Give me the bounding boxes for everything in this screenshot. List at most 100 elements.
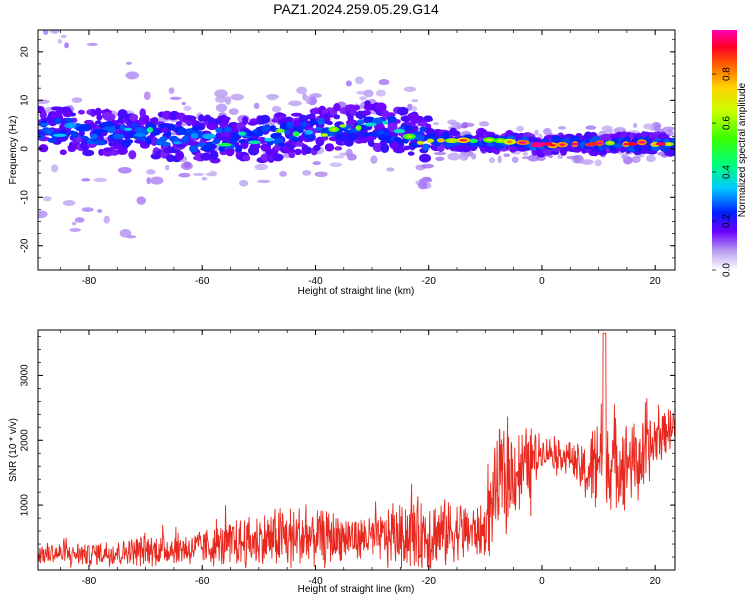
- spectrogram-haze-blob: [305, 95, 311, 105]
- spectrogram-haze-blob: [329, 162, 343, 167]
- snr-x-tick-label: -80: [82, 576, 97, 587]
- spectrogram-haze-blob: [411, 99, 419, 103]
- spectrogram-core-blob: [385, 135, 393, 144]
- spectrogram-core-blob: [184, 132, 192, 138]
- spectrogram-peak-blob: [469, 138, 478, 144]
- snr-y-tick-label: 2000: [20, 429, 31, 452]
- spectrogram-x-tick-label: -20: [421, 276, 436, 287]
- colorbar-tick-label: 0.8: [722, 67, 733, 81]
- spectrogram-violet-blob: [423, 115, 433, 121]
- snr-x-label: Height of straight line (km): [298, 584, 415, 595]
- snr-y-tick-label: 1000: [20, 494, 31, 517]
- spectrogram-violet-blob: [380, 143, 390, 153]
- spectrogram-haze-blob: [119, 229, 132, 238]
- spectrogram-haze-blob: [503, 153, 511, 157]
- spectrogram-peak-blob: [159, 136, 168, 143]
- spectrogram-haze-blob: [215, 95, 228, 103]
- spectrogram-core-blob: [412, 131, 423, 136]
- spectrogram-core-blob: [335, 134, 347, 141]
- spectrogram-haze-blob: [136, 196, 147, 205]
- spectrogram-haze-blob: [594, 159, 602, 167]
- spectrogram-core-blob: [291, 137, 300, 142]
- spectrogram-violet-blob: [225, 146, 235, 157]
- spectrogram-core-blob: [671, 137, 675, 142]
- colorbar-tick-label: 0.2: [722, 214, 733, 228]
- spectrogram-peak-blob: [542, 142, 553, 146]
- spectrogram-peak-blob: [627, 142, 638, 146]
- spectrogram-core-blob: [383, 130, 390, 137]
- spectrogram-core-blob: [296, 125, 306, 130]
- spectrogram-core-blob: [286, 121, 294, 129]
- spectrogram-haze-blob: [93, 177, 108, 183]
- spectrogram-haze-blob: [417, 180, 428, 190]
- spectrogram-violet-blob: [419, 153, 432, 163]
- spectrogram-core-blob: [612, 143, 624, 148]
- spectrogram-core-blob: [633, 144, 643, 152]
- spectrogram-peak-blob: [52, 133, 67, 137]
- spectrogram-peak-blob: [655, 142, 666, 146]
- spectrogram-core-blob: [422, 143, 430, 151]
- spectrogram-haze-blob: [521, 156, 533, 160]
- spectrogram-core-blob: [131, 122, 138, 128]
- spectrogram-y-ticks: 20 10 0 -10 -20: [20, 39, 675, 271]
- spectrogram-haze-blob: [214, 89, 228, 98]
- spectrogram-haze-blob: [557, 126, 567, 130]
- spectrogram-core-blob: [464, 134, 473, 139]
- spectrogram-haze-blob: [193, 172, 204, 176]
- spectrogram-haze-blob: [314, 171, 328, 178]
- spectrogram-core-blob: [346, 132, 358, 141]
- spectrogram-core-blob: [356, 119, 365, 125]
- spectrogram-violet-blob: [129, 113, 139, 122]
- colorbar-label: Normalized spectral amplitude: [737, 82, 748, 217]
- spectrogram-violet-blob: [59, 149, 67, 156]
- spectrogram-peak-blob: [339, 124, 346, 128]
- spectrogram-core-blob: [270, 132, 282, 140]
- spectrogram-haze-blob: [117, 167, 132, 174]
- spectrogram-violet-blob: [361, 110, 372, 116]
- spectrogram-haze-blob: [267, 96, 277, 101]
- spectrogram-haze-blob: [435, 156, 445, 162]
- spectrogram-violet-blob: [175, 150, 185, 161]
- spectrogram-violet-blob: [198, 114, 205, 123]
- spectrogram-peak-blob: [364, 122, 377, 127]
- spectrogram-haze-blob: [333, 155, 345, 159]
- spectrogram-peak-blob: [190, 132, 199, 139]
- spectrogram-peak-blob: [355, 126, 361, 130]
- spectrogram-haze-blob: [208, 170, 218, 177]
- colorbar-ticks: 0.0 0.2 0.4 0.6 0.8: [712, 67, 733, 277]
- spectrogram-haze-blob: [279, 170, 287, 177]
- spectrogram-core-blob: [47, 137, 57, 143]
- spectrogram-heatmap: [38, 30, 675, 239]
- snr-x-tick-label: 20: [650, 576, 662, 587]
- spectrogram-peak-blob: [485, 138, 493, 142]
- spectrogram-violet-blob: [242, 155, 251, 162]
- spectrogram-haze-blob: [511, 156, 519, 163]
- spectrogram-haze-blob: [543, 127, 552, 136]
- spectrogram-violet-blob: [128, 150, 137, 160]
- spectrogram-frame: [37, 29, 676, 271]
- spectrogram-violet-blob: [219, 116, 231, 121]
- spectrogram-core-blob: [223, 126, 232, 133]
- spectrogram-peak-blob: [38, 122, 50, 127]
- spectrogram-core-blob: [317, 117, 325, 125]
- spectrogram-core-blob: [191, 126, 202, 131]
- spectrogram-core-blob: [177, 127, 188, 136]
- spectrogram-core-blob: [80, 124, 92, 132]
- spectrogram-haze-blob: [181, 101, 186, 106]
- spectrogram-haze-blob: [254, 163, 268, 171]
- spectrogram-violet-blob: [242, 116, 249, 125]
- spectrogram-peak-blob: [497, 139, 503, 142]
- spectrogram-core-blob: [414, 134, 426, 141]
- spectrogram-peak-blob: [406, 135, 413, 138]
- spectrogram-violet-blob: [77, 109, 85, 115]
- snr-x-tick-label: -60: [195, 576, 210, 587]
- spectrogram-y-tick-label: 20: [20, 46, 31, 58]
- spectrogram-haze-blob: [370, 155, 378, 164]
- spectrogram-haze-blob: [178, 172, 191, 178]
- spectrogram-haze-blob: [470, 153, 477, 160]
- spectrogram-haze-blob: [645, 154, 656, 163]
- snr-y-tick-label: 3000: [20, 364, 31, 387]
- spectrogram-x-tick-label: -60: [195, 276, 210, 287]
- spectrogram-peak-blob: [248, 140, 261, 145]
- spectrogram-haze-blob: [488, 157, 496, 164]
